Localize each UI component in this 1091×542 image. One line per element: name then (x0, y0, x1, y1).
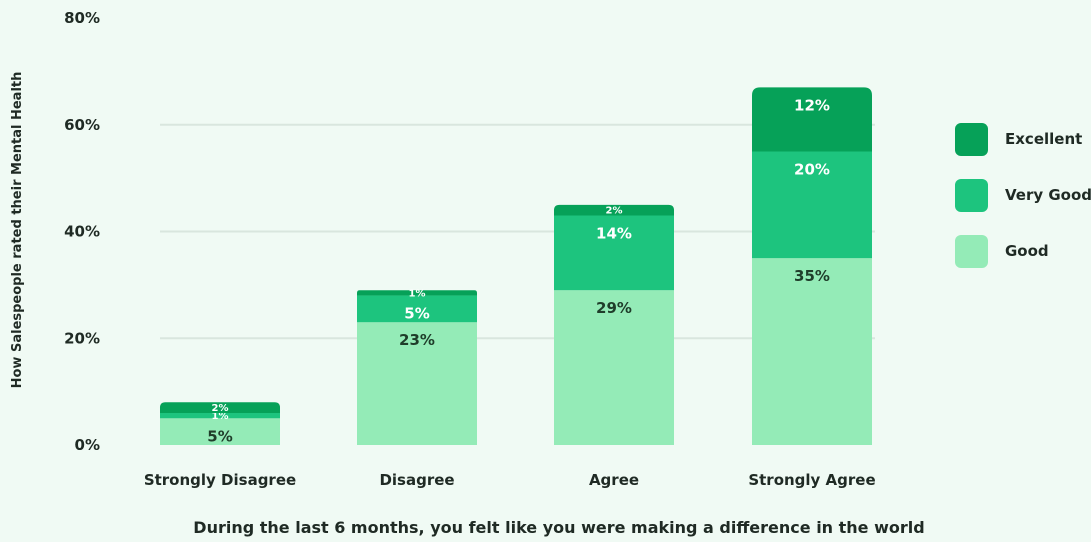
data-label: 5% (207, 427, 232, 445)
legend-swatch (955, 179, 988, 212)
legend-swatch (955, 235, 988, 268)
bar-segment-good (554, 290, 674, 445)
bar-segment-excellent (160, 402, 280, 413)
legend-swatch (955, 123, 988, 156)
x-axis: Strongly Disagree Disagree Agree Strongly A… (144, 471, 876, 489)
data-label: 1% (409, 288, 426, 299)
x-tick-label: Agree (589, 471, 639, 489)
legend-label: Very Good (1005, 186, 1091, 204)
data-label: 14% (596, 224, 632, 242)
y-axis: 0% 20% 40% 60% 80% (64, 9, 100, 454)
legend-label: Excellent (1005, 130, 1082, 148)
y-tick-label: 60% (64, 116, 100, 134)
y-tick-label: 0% (75, 436, 100, 454)
bar-segment-very-good (554, 215, 674, 291)
data-label: 2% (606, 206, 623, 217)
data-label: 29% (596, 299, 632, 317)
data-label: 2% (212, 403, 229, 414)
data-label: 35% (794, 267, 830, 285)
legend: Excellent Very Good Good (955, 123, 1091, 268)
x-tick-label: Disagree (379, 471, 454, 489)
x-axis-title: During the last 6 months, you felt like … (193, 518, 924, 537)
data-label: 23% (399, 331, 435, 349)
y-axis-title: How Salespeople rated their Mental Healt… (10, 72, 25, 389)
bar-segment-very-good (357, 295, 477, 323)
bar-segment-good (752, 258, 872, 445)
bar-segment-good (357, 322, 477, 445)
bar-segment-excellent (357, 290, 477, 296)
data-label: 1% (212, 411, 229, 422)
y-tick-label: 40% (64, 223, 100, 241)
data-label: 12% (794, 96, 830, 114)
bar-segment-very-good (160, 412, 280, 419)
y-tick-label: 80% (64, 9, 100, 27)
x-tick-label: Strongly Disagree (144, 471, 296, 489)
bar-segment-excellent (554, 204, 674, 216)
legend-label: Good (1005, 242, 1049, 260)
data-label: 5% (404, 305, 429, 323)
bar-segment-good (160, 418, 280, 445)
x-tick-label: Strongly Agree (748, 471, 875, 489)
bar-segment-excellent (752, 87, 872, 152)
bars: 5%1%2%23%5%1%29%14%2%35%20%12% (160, 87, 872, 445)
bar-segment-very-good (752, 151, 872, 259)
data-label: 20% (794, 160, 830, 178)
y-tick-label: 20% (64, 329, 100, 347)
